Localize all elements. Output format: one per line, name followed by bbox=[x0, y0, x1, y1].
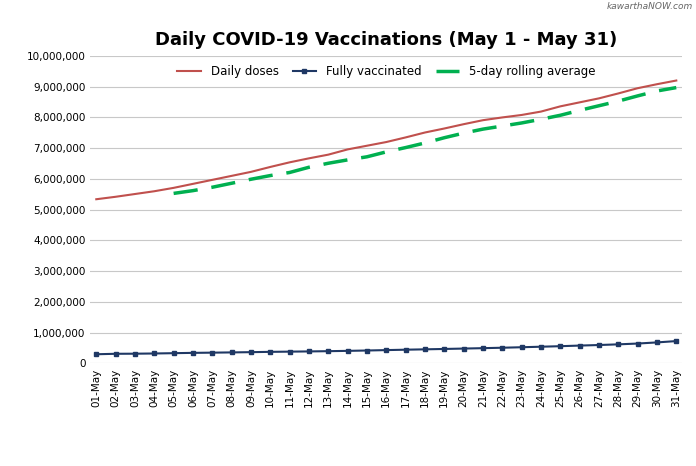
Title: Daily COVID-19 Vaccinations (May 1 - May 31): Daily COVID-19 Vaccinations (May 1 - May… bbox=[155, 31, 617, 49]
Legend: Daily doses, Fully vaccinated, 5-day rolling average: Daily doses, Fully vaccinated, 5-day rol… bbox=[174, 62, 599, 82]
Text: kawarthaNOW.com: kawarthaNOW.com bbox=[606, 2, 693, 11]
